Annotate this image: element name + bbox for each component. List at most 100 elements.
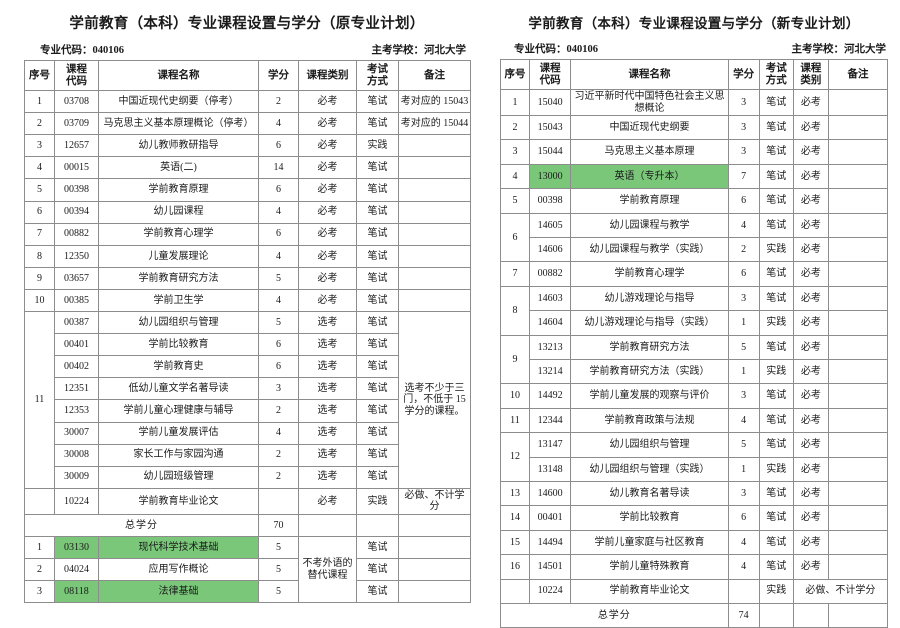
cell-credit: 3 xyxy=(258,377,299,401)
cell-course-code: 10224 xyxy=(528,578,572,604)
cell-total-label: 总学分 xyxy=(500,602,729,628)
cell-note xyxy=(827,212,889,239)
cell-credit: 14 xyxy=(258,156,299,180)
cell-credit: 6 xyxy=(727,261,760,287)
cell-credit: 4 xyxy=(727,212,760,239)
table-row: 4 13000 英语（专升本） 7 笔试 必考 xyxy=(500,163,889,190)
cell-category: 必考 xyxy=(792,139,829,165)
header-category-line2: 类别 xyxy=(800,74,822,86)
cell-course-code: 15040 xyxy=(528,89,572,117)
cell-course-name: 幼儿园课程 xyxy=(98,200,259,224)
header-note: 备注 xyxy=(398,59,471,92)
cell-category: 选考 xyxy=(298,377,357,401)
cell-category: 必考 xyxy=(298,266,357,290)
table-row-alternative: 1 03130 现代科学技术基础 5 不考外语的替代课程 笔试 xyxy=(24,535,471,604)
cell-credit: 5 xyxy=(258,535,299,559)
cell-course-code: 14501 xyxy=(528,554,572,580)
cell-course-name: 幼儿教育名著导读 xyxy=(570,480,729,507)
header-course-code-line1: 课程 xyxy=(66,64,87,75)
table-row: 11 00387 幼儿园组织与管理 5 选考 笔试 选考不少于三门，不低于 15 学分的课程… xyxy=(24,311,471,489)
cell-category: 选考 xyxy=(298,399,357,423)
header-category: 课程类别 xyxy=(298,59,357,92)
cell-note xyxy=(827,480,889,507)
cell-credit: 6 xyxy=(258,333,299,357)
header-credit: 学分 xyxy=(258,59,299,92)
cell-seq: 2 xyxy=(500,115,530,141)
cell-note xyxy=(827,285,889,312)
cell-course-code: 03130 xyxy=(54,535,99,559)
cell-credit: 2 xyxy=(727,237,760,263)
right-plan-panel: 学前教育（本科）专业课程设置与学分（新专业计划） 专业代码：040106 主考学… xyxy=(476,8,894,628)
cell-course-name: 幼儿园班级管理 xyxy=(98,465,259,489)
cell-category: 选考 xyxy=(298,311,357,335)
cell-course-code: 14600 xyxy=(528,480,572,507)
cell-category: 必考 xyxy=(792,383,829,409)
header-exam-type-line1: 考试 xyxy=(367,64,388,75)
cell-course-name: 幼儿游戏理论与指导 xyxy=(570,285,729,312)
cell-course-name: 幼儿游戏理论与指导（实践） xyxy=(570,310,729,336)
table-row: 13148 幼儿园组织与管理（实践） 1 实践 必考 xyxy=(501,456,889,482)
cell-credit: 4 xyxy=(727,554,760,580)
cell-seq: 10 xyxy=(24,288,55,313)
cell-note-span: 必做、不计学分 xyxy=(792,578,889,604)
cell-category: 必考 xyxy=(298,112,357,136)
table-row: 8 14603 幼儿游戏理论与指导 3 笔试 必考 xyxy=(500,285,889,336)
table-row: 13 14600 幼儿教育名著导读 3 笔试 必考 xyxy=(500,480,889,507)
table-row-alternative: 3 08118 法律基础 5 笔试 xyxy=(24,580,471,604)
cell-seq: 7 xyxy=(500,261,530,287)
cell-note xyxy=(827,139,889,165)
cell-seq xyxy=(500,578,530,604)
cell-course-code: 00401 xyxy=(528,505,572,531)
right-table-body: 1 15040 习近平新时代中国特色社会主义思想概论 3 笔试 必考 2 15043 中国近现代… xyxy=(500,89,889,628)
cell-category: 必考 xyxy=(792,89,829,117)
cell-exam-type: 笔试 xyxy=(356,399,399,423)
cell-seq-group: 9 xyxy=(500,334,530,385)
cell-category: 必考 xyxy=(792,334,829,361)
cell-course-name: 学前儿童家庭与社区教育 xyxy=(570,529,729,556)
cell-course-name: 学前教育毕业论文 xyxy=(570,578,729,604)
cell-category: 必考 xyxy=(298,156,357,180)
cell-category: 必考 xyxy=(792,115,829,141)
cell-note xyxy=(827,456,889,482)
cell-exam-type: 笔试 xyxy=(356,311,399,335)
cell-credit: 3 xyxy=(727,480,760,507)
cell-category: 必考 xyxy=(792,188,829,214)
cell-seq: 5 xyxy=(24,178,55,202)
cell-elective-note: 选考不少于三门，不低于 15 学分的课程。 xyxy=(398,311,471,489)
cell-course-name: 学前教育心理学 xyxy=(98,222,259,246)
cell-category: 必考 xyxy=(792,310,829,336)
left-course-table: 序号 课程 代码 课程名称 学分 课程类别 考试 方式 备注 1 03708 中国近… xyxy=(24,59,471,604)
cell-note: 考对应的 15044 xyxy=(398,112,471,136)
header-seq: 序号 xyxy=(24,59,55,92)
cell-course-name: 习近平新时代中国特色社会主义思想概论 xyxy=(570,89,729,117)
cell-credit: 4 xyxy=(727,407,760,434)
cell-note xyxy=(398,244,471,268)
cell-course-name: 学前教育政策与法规 xyxy=(570,407,729,434)
right-course-table: 序号 课程 代码 课程名称 学分 考试 方式 课程 类别 备注 xyxy=(500,58,889,628)
cell-exam-type: 笔试 xyxy=(356,557,399,582)
cell-credit: 4 xyxy=(258,244,299,268)
cell-course-code: 00401 xyxy=(54,333,99,357)
cell-exam-type: 笔试 xyxy=(758,285,794,312)
left-subheader: 专业代码：040106 主考学校：河北大学 xyxy=(24,42,470,57)
cell-course-code: 14494 xyxy=(528,529,572,556)
cell-exam-type: 笔试 xyxy=(356,90,399,114)
cell-exam-type: 笔试 xyxy=(758,89,794,117)
cell-exam-type: 笔试 xyxy=(758,432,794,458)
cell-exam-type: 实践 xyxy=(356,134,399,158)
cell-exam-type: 实践 xyxy=(758,358,794,385)
cell-course-code: 03709 xyxy=(54,112,99,136)
cell-credit: 5 xyxy=(258,266,299,290)
cell-category: 必考 xyxy=(298,90,357,114)
cell-course-name: 学前教育毕业论文 xyxy=(98,487,259,515)
cell-course-name: 学前儿童特殊教育 xyxy=(570,554,729,580)
cell-category: 必考 xyxy=(792,456,829,482)
header-exam-type: 考试 方式 xyxy=(356,59,399,92)
header-course-name: 课程名称 xyxy=(570,58,729,91)
cell-course-code: 30008 xyxy=(54,443,99,467)
cell-note xyxy=(398,222,471,246)
table-row: 5 00398 学前教育原理 6 笔试 必考 xyxy=(500,188,889,214)
cell-credit xyxy=(258,487,299,515)
cell-seq: 7 xyxy=(24,222,55,246)
